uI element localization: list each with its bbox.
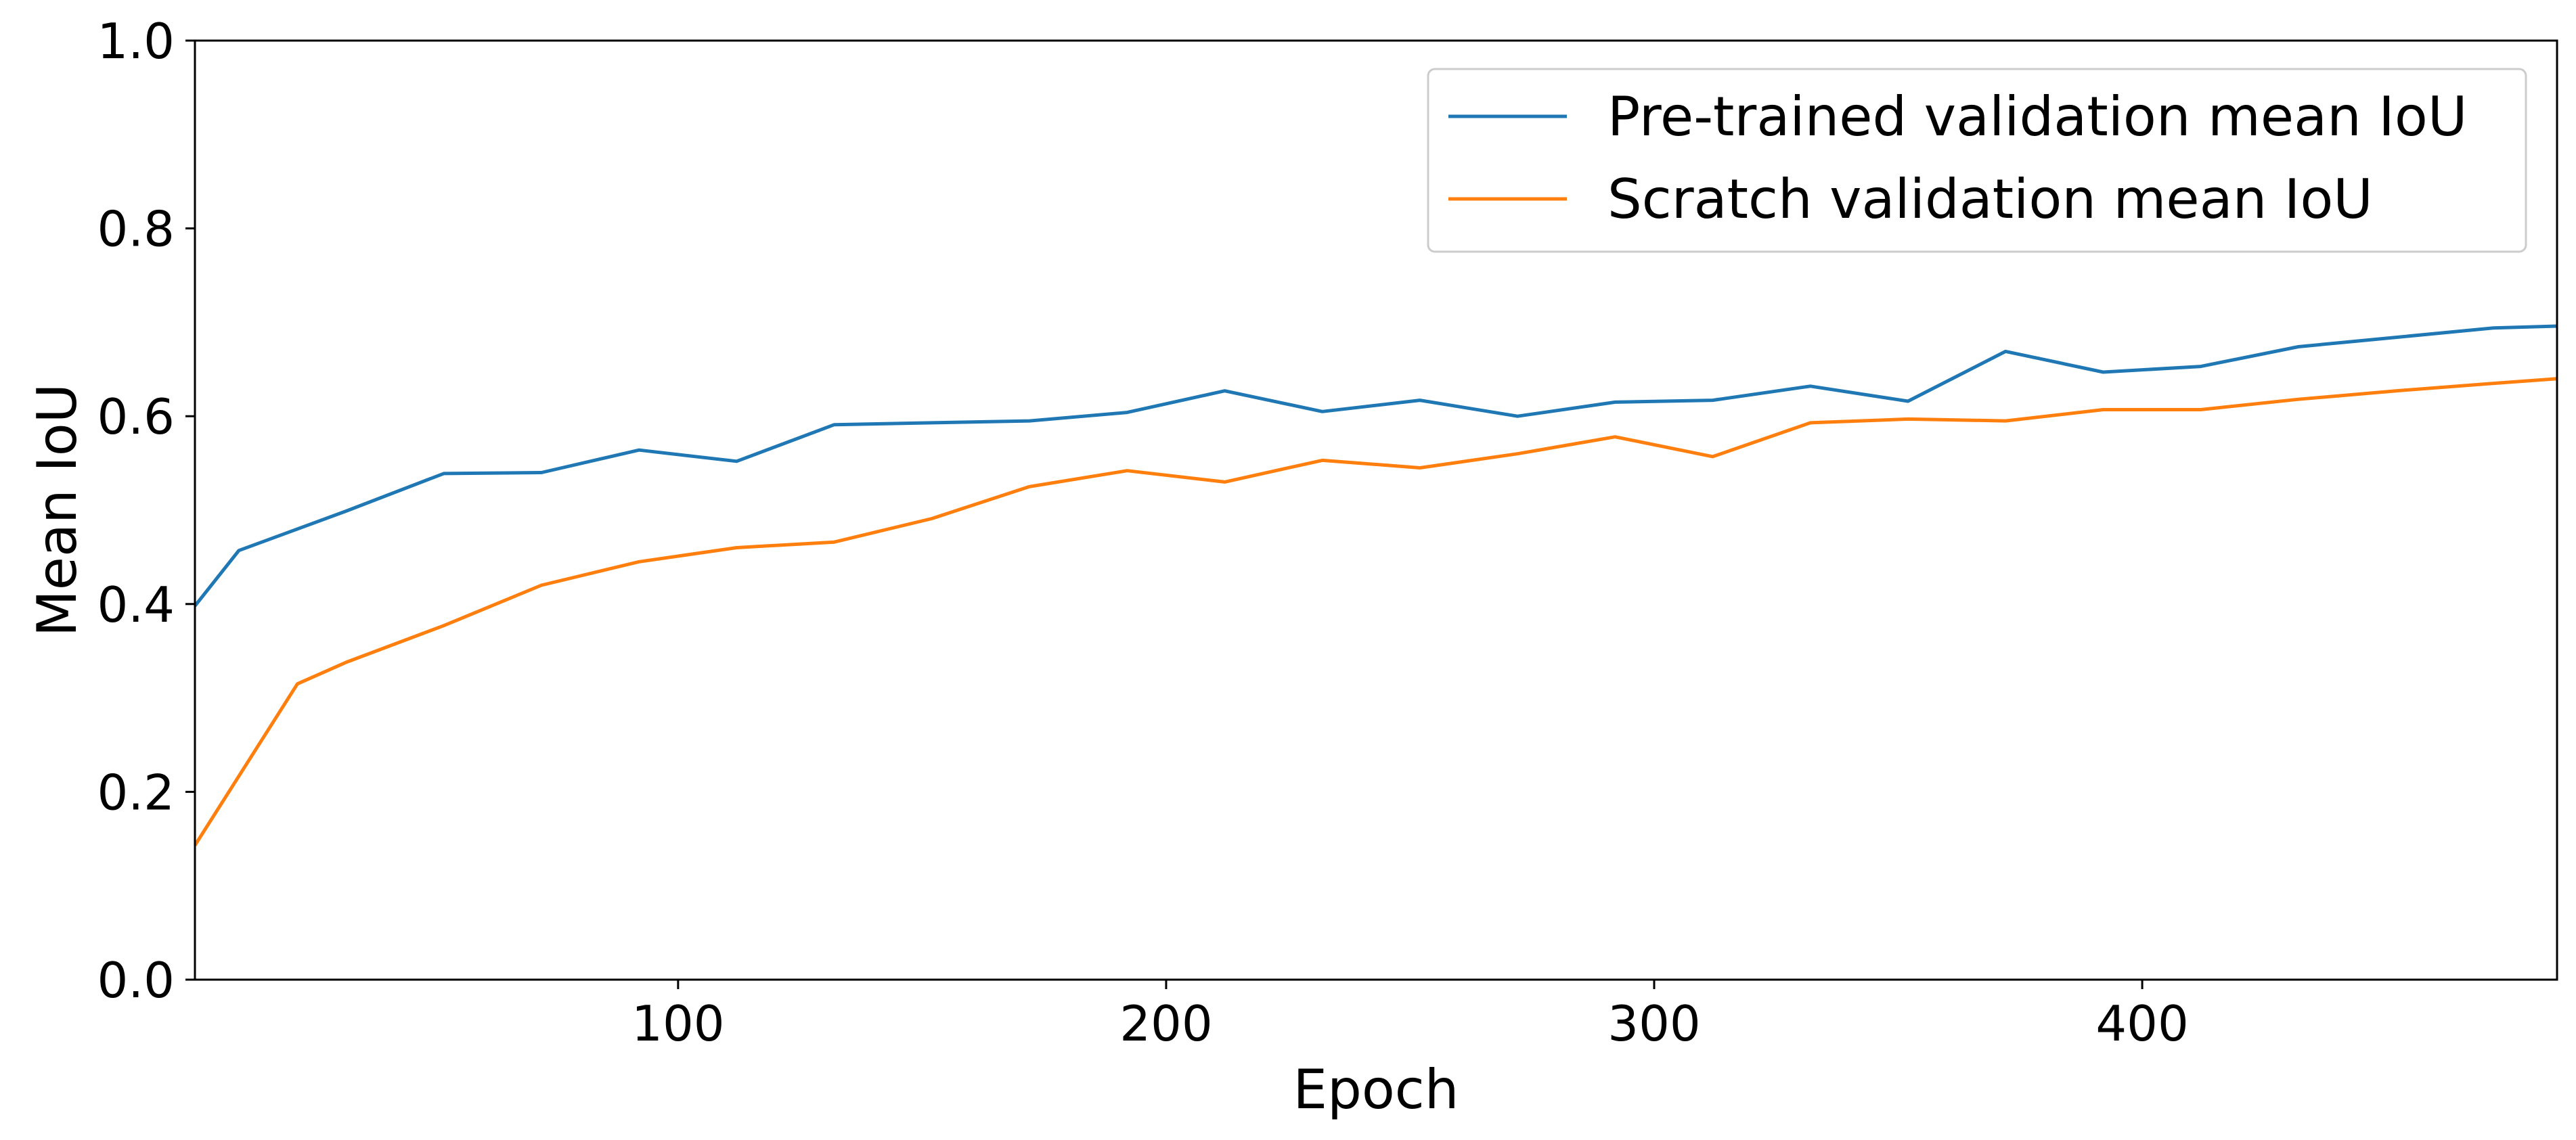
x-tick-label: 400	[2095, 995, 2188, 1052]
y-axis-label: Mean IoU	[26, 384, 89, 637]
y-tick-label: 0.8	[97, 201, 175, 258]
legend-label-pretrained: Pre-trained validation mean IoU	[1607, 85, 2467, 148]
series-line-1	[193, 377, 2558, 846]
series-lines	[193, 324, 2558, 846]
y-tick-label: 0.2	[97, 764, 175, 821]
x-tick-label: 300	[1607, 995, 1700, 1052]
x-tick-label: 100	[631, 995, 724, 1052]
tick-labels: 100 200 300 400 0.0 0.2 0.4 0.6 0.8 1.0	[97, 13, 2188, 1052]
plot-frame	[194, 39, 2558, 981]
x-axis-label: Epoch	[1293, 1058, 1459, 1121]
legend-label-scratch: Scratch validation mean IoU	[1607, 168, 2373, 231]
x-tick-label: 200	[1119, 995, 1212, 1052]
series-line-0	[194, 324, 2558, 608]
y-tick-label: 1.0	[97, 13, 175, 70]
legend: Pre-trained validation mean IoU Scratch …	[1427, 68, 2527, 253]
axis-ticks	[185, 39, 2144, 989]
legend-box	[1427, 68, 2527, 253]
y-tick-label: 0.0	[97, 952, 175, 1009]
y-tick-label: 0.6	[97, 388, 175, 445]
y-tick-label: 0.4	[97, 576, 175, 633]
